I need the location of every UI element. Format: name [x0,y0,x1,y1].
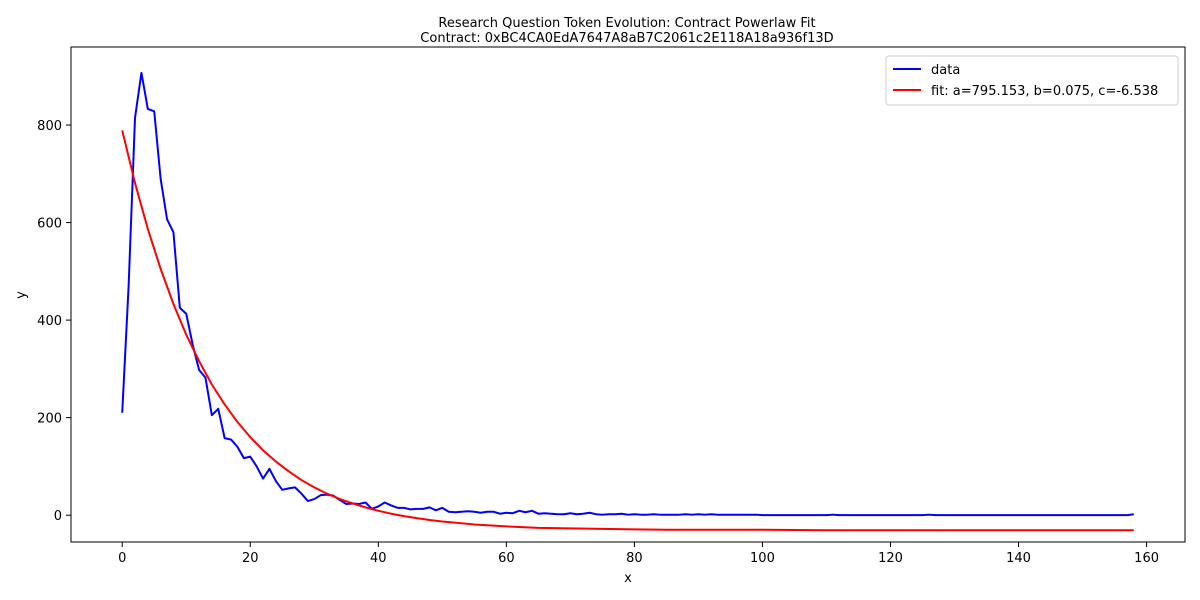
y-tick-label: 0 [54,509,62,524]
x-tick-label: 40 [370,551,387,566]
x-tick-label: 80 [626,551,643,566]
y-tick-label: 800 [37,119,62,134]
legend: data fit: a=795.153, b=0.075, c=-6.538 [885,55,1179,106]
plot-frame [70,46,1186,543]
plot-lines [121,71,1134,532]
x-tick-label: 140 [1006,551,1031,566]
x-tick-label: 20 [242,551,259,566]
y-tick-label: 600 [37,217,62,232]
y-axis-label: y [14,291,29,299]
y-tick-label: 200 [37,412,62,427]
legend-label-data: data [931,63,960,78]
x-tick-label: 0 [118,551,126,566]
legend-box [885,55,1179,106]
x-tick-label: 160 [1134,551,1159,566]
x-axis-label: x [624,571,632,586]
y-axis: 0 200 400 600 800 [37,119,71,524]
y-tick-label: 400 [37,314,62,329]
x-tick-label: 60 [498,551,515,566]
chart-subtitle: Contract: 0xBC4CA0EdA7647A8aB7C2061c2E11… [420,31,833,46]
series-line-fit [121,130,1134,532]
x-tick-label: 100 [750,551,775,566]
chart-title: Research Question Token Evolution: Contr… [438,16,815,31]
x-axis: 0 20 40 60 80 100 120 140 160 [118,542,1159,566]
legend-label-fit: fit: a=795.153, b=0.075, c=-6.538 [931,84,1158,99]
x-tick-label: 120 [878,551,903,566]
series-line-data [121,71,1134,517]
